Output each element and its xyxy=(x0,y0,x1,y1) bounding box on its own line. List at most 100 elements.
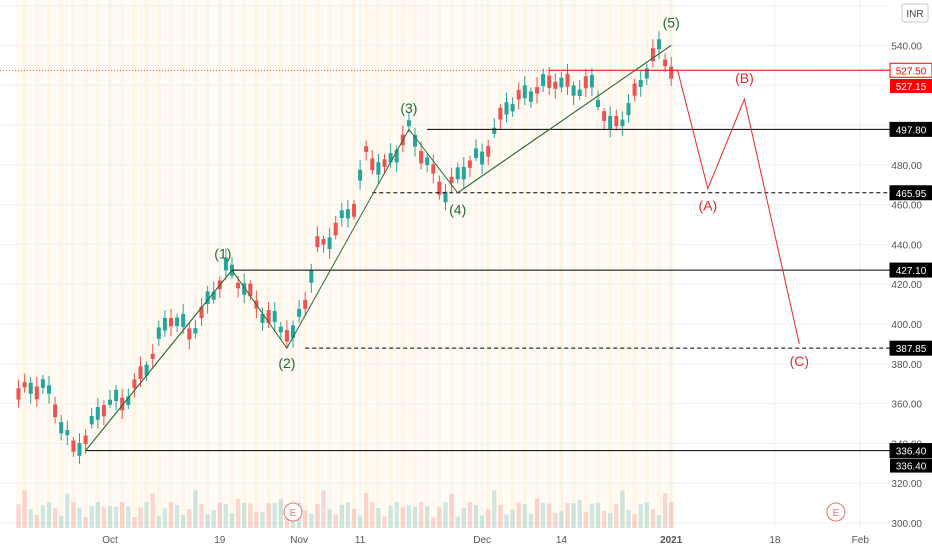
candle-body xyxy=(565,73,570,87)
volume-bar xyxy=(589,503,595,528)
level-price-badge xyxy=(889,121,932,137)
volume-bar xyxy=(126,506,131,528)
session-band xyxy=(22,0,28,528)
level-price-label: 427.10 xyxy=(896,266,927,277)
level-price-label: 387.85 xyxy=(896,344,927,355)
volume-bar xyxy=(571,503,576,528)
candle-body xyxy=(602,111,607,121)
price-axis-tick: 360.00 xyxy=(891,400,922,411)
candle-body xyxy=(419,151,424,164)
session-band xyxy=(369,0,375,528)
candle-body xyxy=(577,89,582,96)
session-band xyxy=(144,0,150,528)
volume-bar xyxy=(528,513,534,528)
candle-body xyxy=(413,134,417,147)
candle-body xyxy=(40,379,45,388)
volume-bar xyxy=(138,507,143,528)
session-band xyxy=(272,0,278,528)
candle-body xyxy=(541,74,546,87)
level-price-label: 336.40 xyxy=(896,462,927,473)
session-band xyxy=(34,0,40,528)
session-band xyxy=(131,0,137,528)
candle-body xyxy=(248,283,253,297)
candle-body xyxy=(382,159,387,167)
session-band xyxy=(424,0,430,528)
session-band xyxy=(314,0,320,528)
price-axis-tick: 540.00 xyxy=(891,41,922,52)
volume-bar xyxy=(248,503,253,528)
session-band xyxy=(186,0,192,528)
candle-body xyxy=(516,89,521,100)
candle-body xyxy=(596,100,600,108)
session-band xyxy=(388,0,394,528)
session-band xyxy=(436,0,442,528)
volume-bar xyxy=(260,511,265,528)
background-layer xyxy=(16,0,674,528)
volume-bar xyxy=(132,517,137,528)
session-band xyxy=(485,0,491,528)
volume-bar xyxy=(168,502,174,528)
session-band xyxy=(504,0,509,528)
candle-body xyxy=(431,164,436,174)
volume-bar xyxy=(211,509,216,528)
impulse-wave-label: (5) xyxy=(663,14,680,30)
candle-body xyxy=(303,299,308,309)
session-band xyxy=(339,0,345,528)
volume-bar xyxy=(473,505,479,528)
candle-body xyxy=(162,317,167,331)
candle-body xyxy=(114,389,119,402)
candle-body xyxy=(108,399,112,405)
volume-bar xyxy=(162,508,168,528)
volume-bar xyxy=(71,502,76,528)
volume-bar xyxy=(181,515,186,528)
session-band xyxy=(247,0,253,528)
last-price-label: 527.15 xyxy=(896,82,927,93)
level-price-badge xyxy=(889,262,932,278)
candle-body xyxy=(315,236,320,248)
session-band xyxy=(565,0,570,528)
volume-bar xyxy=(345,502,351,528)
session-band xyxy=(461,0,467,528)
candle-body xyxy=(583,76,588,89)
volume-bar xyxy=(28,509,33,528)
volume-bar xyxy=(52,508,58,528)
trend-channel-line xyxy=(85,269,233,451)
session-band xyxy=(589,0,595,528)
volume-bar xyxy=(577,499,582,528)
candle-body xyxy=(528,91,533,102)
correction-wave-label: (A) xyxy=(698,198,717,214)
time-axis-tick: 2021 xyxy=(660,535,683,546)
candle-body xyxy=(291,325,295,338)
candle-body xyxy=(388,153,393,163)
candle-body xyxy=(553,81,558,89)
currency-badge[interactable] xyxy=(901,3,929,23)
volume-bar xyxy=(150,493,155,528)
session-band xyxy=(302,0,308,528)
price-axis-tick: 320.00 xyxy=(891,479,922,490)
level-price-label: 336.40 xyxy=(896,447,927,458)
level-price-label: 465.95 xyxy=(896,189,927,200)
candle-body xyxy=(333,222,338,236)
candle-body xyxy=(406,120,411,127)
session-band xyxy=(180,0,186,528)
volume-bar xyxy=(242,502,247,528)
session-band xyxy=(394,0,400,528)
volume-bar xyxy=(89,506,94,528)
volume-bar xyxy=(95,502,100,528)
volume-bar xyxy=(559,511,564,528)
candle-body xyxy=(211,291,216,300)
volume-bar xyxy=(583,512,588,528)
candle-body xyxy=(345,209,350,219)
candle-body xyxy=(486,146,491,157)
session-band xyxy=(290,0,296,528)
candle-body xyxy=(181,314,186,327)
earnings-event-marker[interactable] xyxy=(283,502,303,522)
earnings-event-marker[interactable] xyxy=(826,502,846,522)
session-band xyxy=(101,0,107,528)
time-axis-background xyxy=(0,528,932,550)
volume-bar xyxy=(34,515,39,528)
volume-bar xyxy=(443,502,448,528)
candle-body xyxy=(327,237,332,250)
candle-body xyxy=(156,327,161,339)
volume-bar xyxy=(315,504,320,528)
